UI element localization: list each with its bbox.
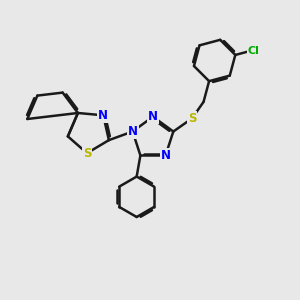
Text: S: S bbox=[188, 112, 196, 125]
Text: N: N bbox=[148, 110, 158, 123]
Text: N: N bbox=[98, 109, 108, 122]
Text: N: N bbox=[128, 125, 138, 138]
Text: Cl: Cl bbox=[248, 46, 260, 56]
Text: N: N bbox=[160, 149, 171, 162]
Text: S: S bbox=[83, 147, 91, 160]
